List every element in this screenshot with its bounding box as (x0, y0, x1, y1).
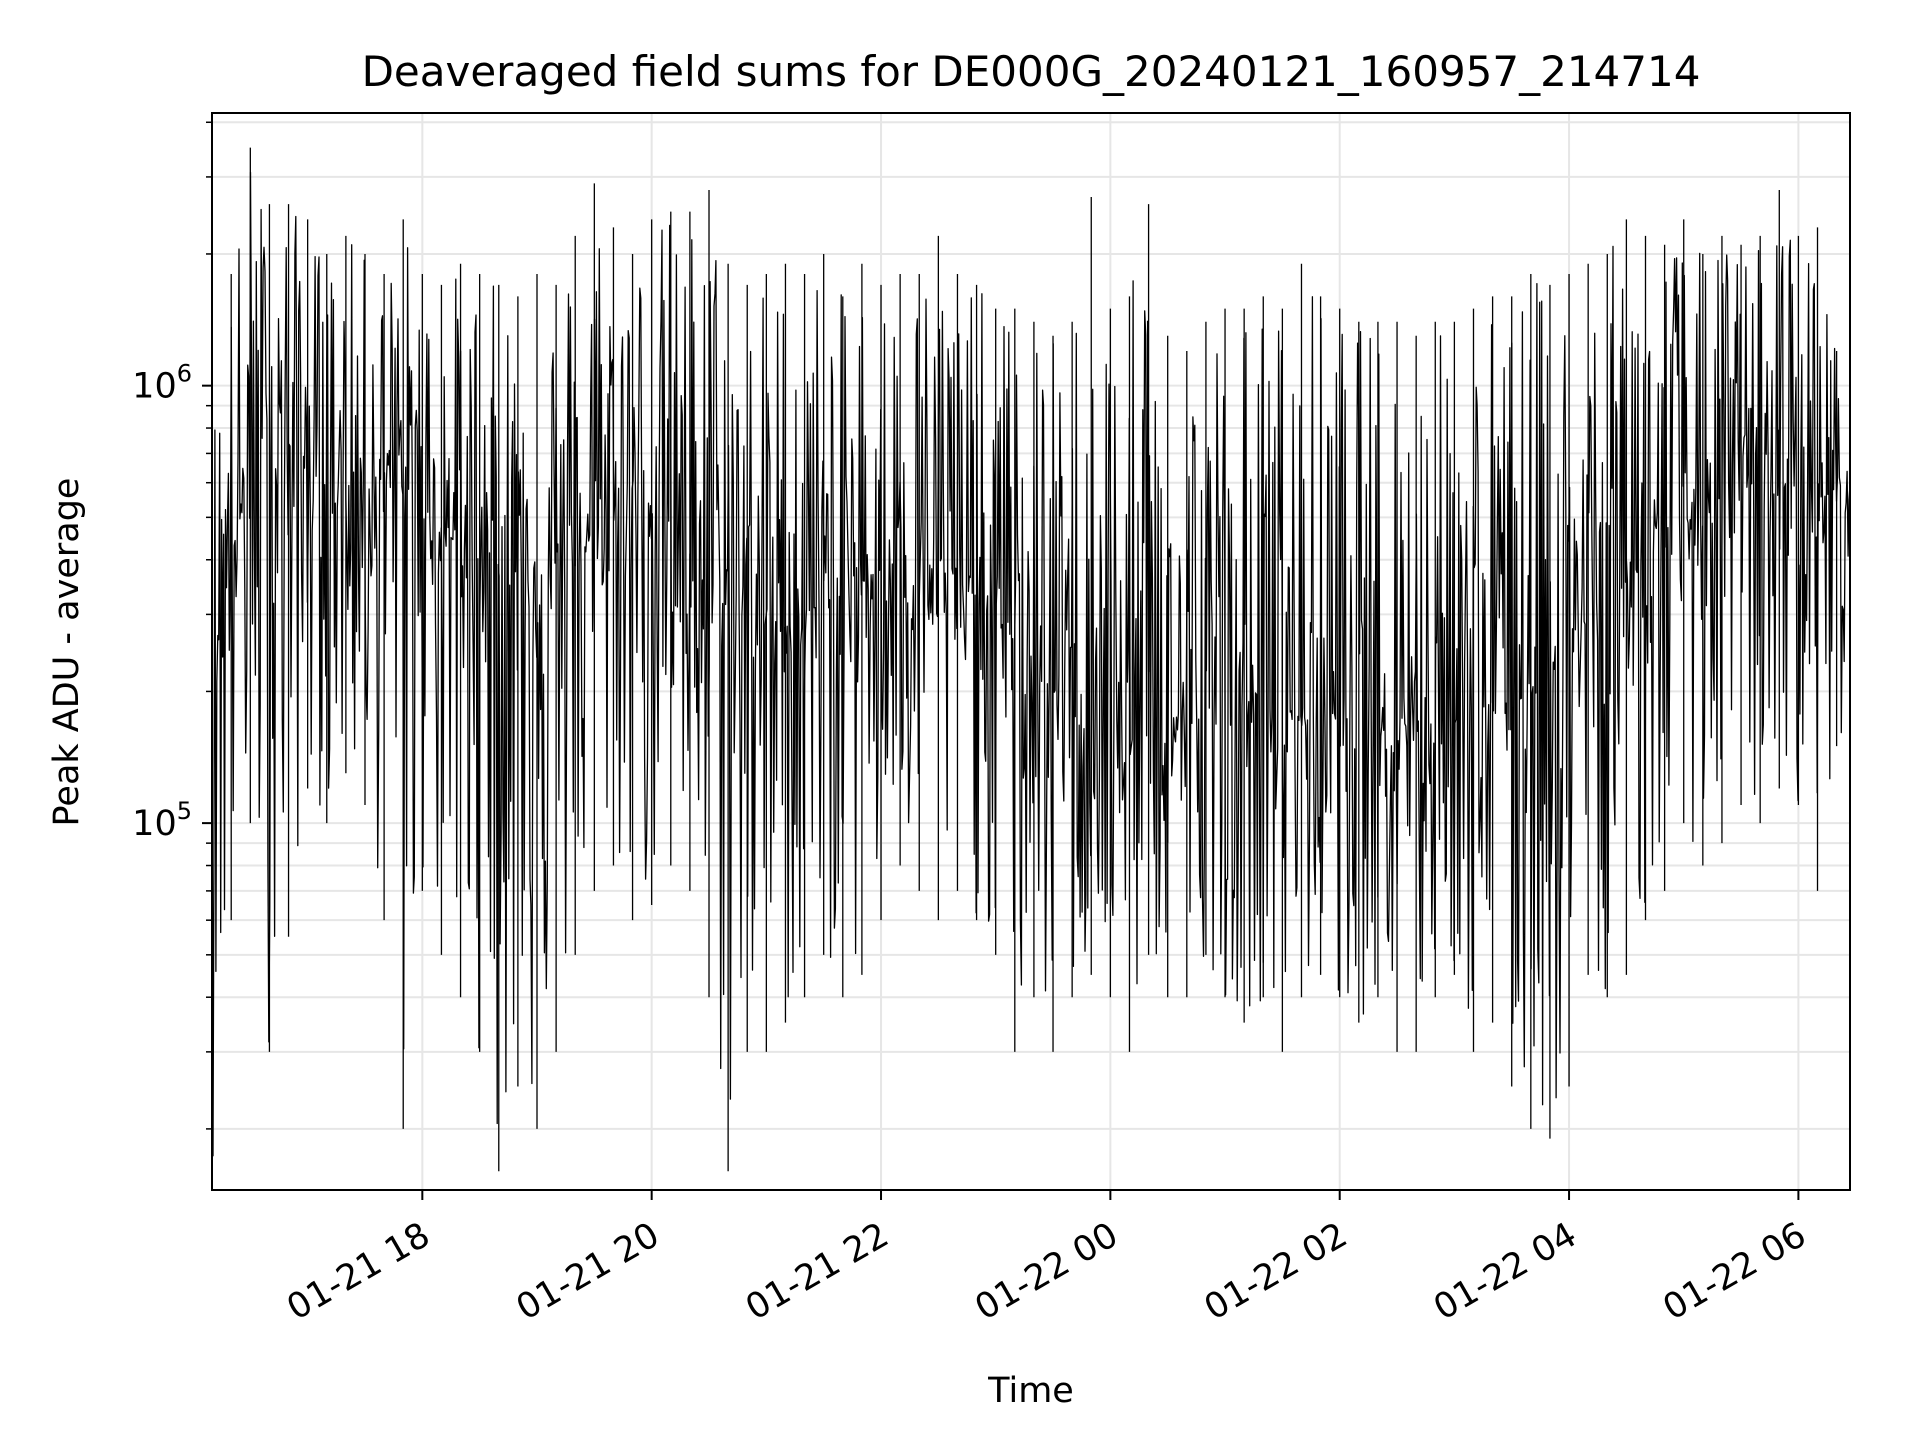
x-axis-label: Time (987, 1371, 1074, 1411)
series-line (212, 171, 1850, 1157)
y-axis-label: Peak ADU - average (47, 478, 87, 827)
y-axis: 105 106 (132, 121, 212, 1130)
series-layer (212, 147, 1850, 1172)
y-tick-label: 105 (132, 797, 192, 844)
chart-title: Deaveraged field sums for DE000G_2024012… (362, 47, 1701, 96)
plot-frame (211, 112, 1851, 1191)
y-tick-label: 106 (132, 360, 192, 407)
